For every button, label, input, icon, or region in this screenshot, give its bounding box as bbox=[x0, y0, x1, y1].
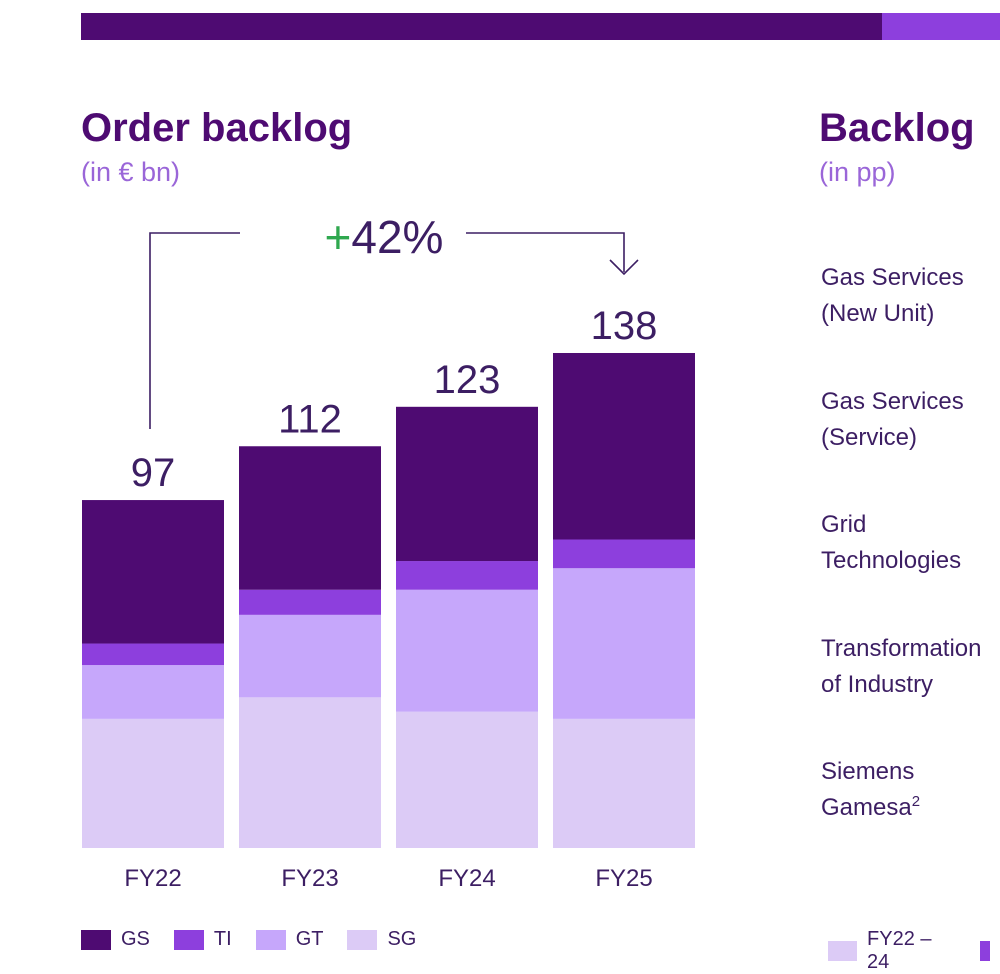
bar-fy22-gt bbox=[82, 665, 224, 719]
backlog-pp-title: Backlog bbox=[819, 106, 975, 150]
legend-swatch-ti bbox=[173, 929, 204, 950]
category-label-fy23: FY23 bbox=[281, 865, 338, 892]
growth-sign: + bbox=[325, 211, 352, 263]
bar-fy25-ti bbox=[553, 539, 695, 569]
growth-bracket-left bbox=[149, 232, 240, 429]
legend-item-sg: SG bbox=[347, 928, 416, 951]
growth-bracket-right bbox=[466, 232, 625, 272]
legend-item-gs: GS bbox=[81, 928, 150, 951]
chart-title: Order backlog bbox=[81, 106, 353, 150]
total-label-fy24: 123 bbox=[434, 358, 501, 402]
total-label-fy25: 138 bbox=[591, 304, 658, 348]
bar-fy24-ti bbox=[396, 561, 538, 590]
chart-legend: GS TI GT SG bbox=[81, 928, 440, 951]
bar-fy22-ti bbox=[82, 643, 224, 666]
legend-swatch-fy22-24 bbox=[828, 941, 858, 961]
chart-unit: (in € bn) bbox=[81, 157, 181, 187]
bar-fy22-sg bbox=[82, 718, 224, 848]
segment-label-siemens-gamesa: Siemens Gamesa2 bbox=[821, 758, 921, 821]
bar-fy24-gt bbox=[396, 589, 538, 712]
bars-group: 97 FY22 112 FY23 123 FY24 138 FY25 bbox=[82, 304, 695, 892]
segment-label-transformation-of-industry: Transformation of Industry bbox=[821, 635, 982, 698]
right-legend: FY22 – 24 bbox=[828, 928, 1000, 974]
header-bar-accent bbox=[882, 13, 1000, 40]
legend-swatch-gs bbox=[81, 929, 111, 950]
segment-label-gs-new-unit: Gas Services (New Unit) bbox=[821, 264, 964, 327]
growth-label: +42% bbox=[325, 211, 444, 263]
bar-fy24-sg bbox=[396, 711, 538, 848]
bar-fy23-sg bbox=[239, 697, 381, 848]
legend-swatch-sg bbox=[347, 929, 378, 950]
header-bar bbox=[81, 13, 882, 40]
bar-fy25-sg bbox=[553, 718, 695, 848]
category-label-fy24: FY24 bbox=[438, 865, 495, 892]
segment-label-gs-service: Gas Services (Service) bbox=[821, 388, 964, 451]
legend-item-ti: TI bbox=[173, 928, 232, 951]
segment-label-grid-technologies: Grid Technologies bbox=[821, 511, 962, 574]
bar-fy23-gs bbox=[239, 446, 381, 590]
bar-fy23-gt bbox=[239, 614, 381, 698]
total-label-fy22: 97 bbox=[131, 451, 176, 495]
legend-item-gt: GT bbox=[255, 928, 323, 951]
stacked-bar-chart: +42% 97 FY22 112 FY23 123 FY24 138 FY25 bbox=[82, 211, 695, 892]
bar-fy23-ti bbox=[239, 589, 381, 615]
bar-fy25-gs bbox=[553, 352, 695, 540]
category-label-fy22: FY22 bbox=[124, 865, 181, 892]
growth-value: 42% bbox=[351, 211, 443, 263]
total-label-fy23: 112 bbox=[278, 397, 342, 441]
growth-arrow-icon bbox=[609, 259, 639, 276]
bar-fy25-gt bbox=[553, 568, 695, 719]
backlog-pp-unit: (in pp) bbox=[819, 157, 896, 187]
legend-swatch-gt bbox=[255, 929, 286, 950]
legend-item-fy22-24: FY22 – 24 bbox=[828, 928, 956, 974]
legend-swatch-partial bbox=[980, 941, 990, 961]
bar-fy24-gs bbox=[396, 406, 538, 562]
category-label-fy25: FY25 bbox=[595, 865, 652, 892]
bar-fy22-gs bbox=[82, 500, 224, 644]
